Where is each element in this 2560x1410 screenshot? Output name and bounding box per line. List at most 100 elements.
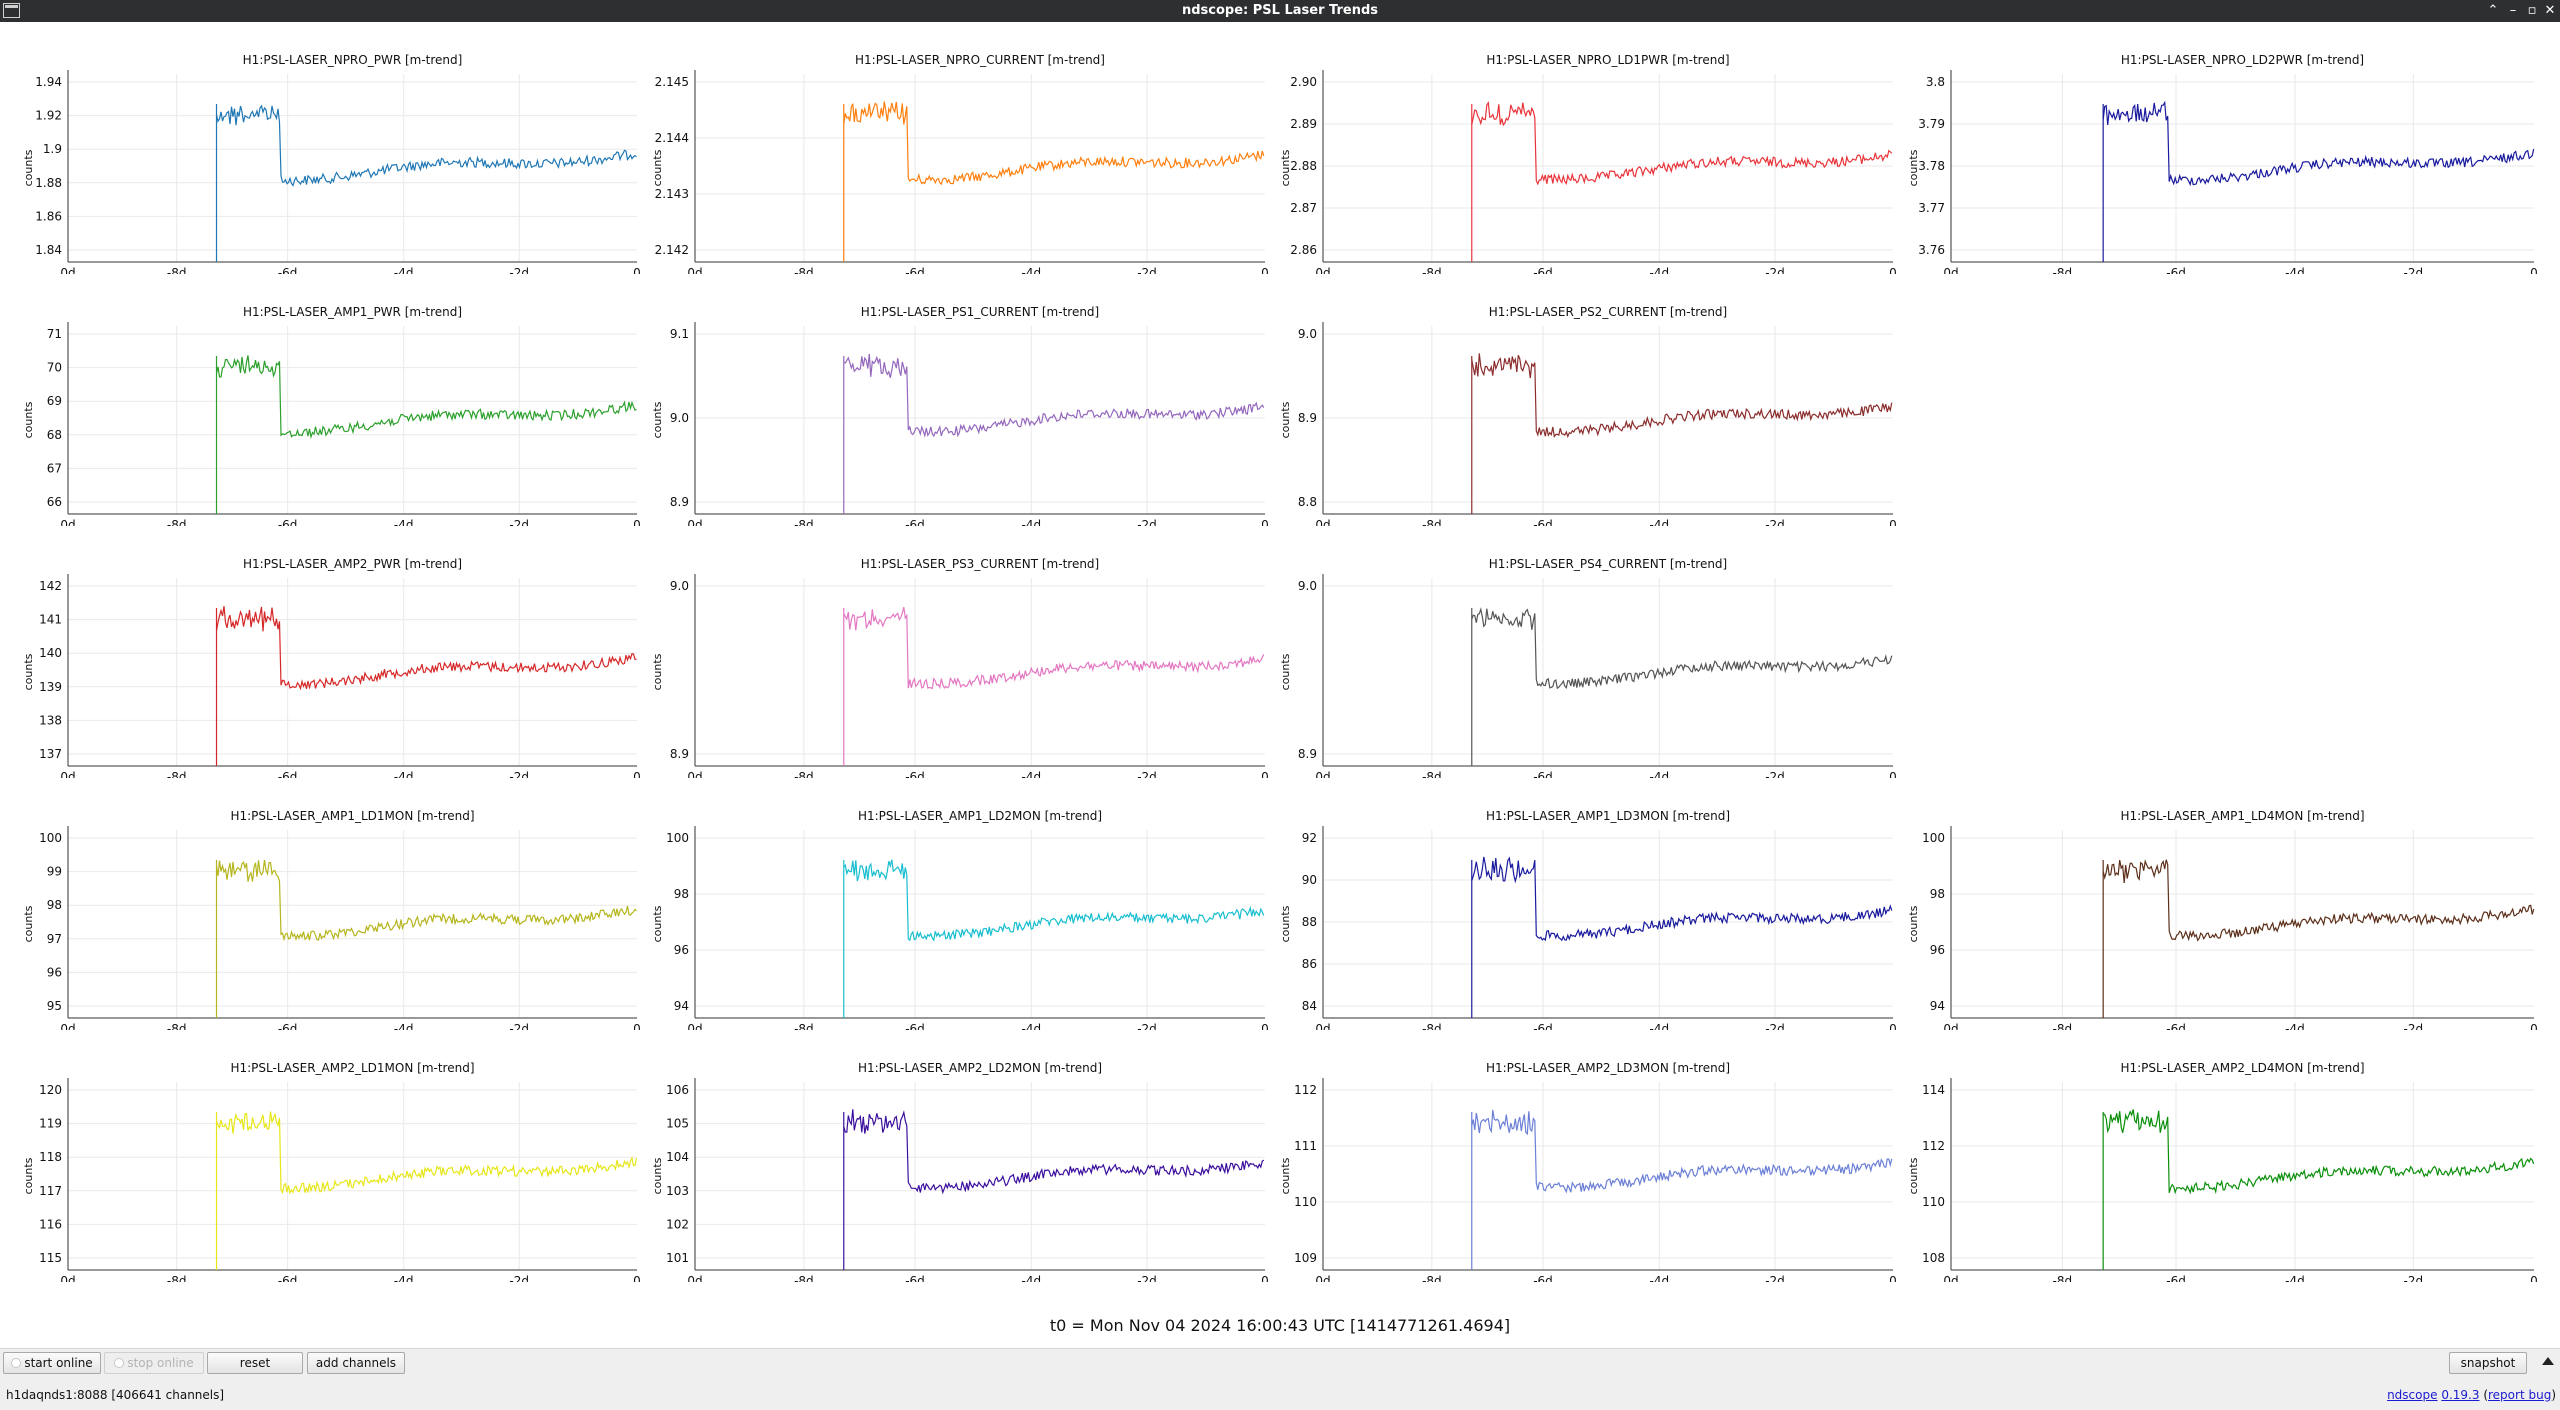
y-tick-label: 138 bbox=[39, 713, 62, 727]
y-tick-label: 98 bbox=[1930, 887, 1945, 901]
trace-line bbox=[215, 104, 637, 187]
plot-h1-psl-laser-amp2-ld2mon[interactable]: H1:PSL-LASER_AMP2_LD2MON [m-trend] counts… bbox=[641, 1030, 1269, 1282]
x-tick-label: -4d bbox=[1650, 770, 1670, 778]
plot-h1-psl-laser-ps4-current[interactable]: H1:PSL-LASER_PS4_CURRENT [m-trend] counts… bbox=[1269, 526, 1897, 778]
y-tick-label: 88 bbox=[1302, 915, 1317, 929]
x-tick-label: -4d bbox=[394, 1022, 414, 1030]
x-tick-label: -6d bbox=[278, 770, 298, 778]
x-tick-label: 0d bbox=[1315, 518, 1330, 526]
trace-line bbox=[215, 859, 637, 942]
app-icon[interactable] bbox=[3, 3, 20, 18]
y-axis-label: counts bbox=[22, 401, 35, 438]
y-tick-label: 2.143 bbox=[655, 187, 689, 201]
x-tick-label: -2d bbox=[2404, 1022, 2424, 1030]
y-tick-label: 67 bbox=[47, 461, 62, 475]
x-tick-label: -2d bbox=[1765, 266, 1785, 274]
x-tick-label: -8d bbox=[2053, 1274, 2073, 1282]
plot-title: H1:PSL-LASER_AMP2_LD1MON [m-trend] bbox=[230, 1061, 474, 1075]
plot-title: H1:PSL-LASER_NPRO_CURRENT [m-trend] bbox=[855, 53, 1105, 67]
plot-h1-psl-laser-amp1-ld2mon[interactable]: H1:PSL-LASER_AMP1_LD2MON [m-trend] counts… bbox=[641, 778, 1269, 1030]
plot-title: H1:PSL-LASER_PS2_CURRENT [m-trend] bbox=[1489, 305, 1727, 319]
y-tick-label: 100 bbox=[1922, 831, 1945, 845]
x-tick-label: -2d bbox=[509, 770, 529, 778]
y-tick-label: 66 bbox=[47, 495, 62, 509]
add-channels-button[interactable]: add channels bbox=[307, 1352, 405, 1374]
plot-title: H1:PSL-LASER_AMP1_LD1MON [m-trend] bbox=[230, 809, 474, 823]
report-bug-link[interactable]: report bug bbox=[2488, 1388, 2552, 1402]
plot-h1-psl-laser-amp2-ld1mon[interactable]: H1:PSL-LASER_AMP2_LD1MON [m-trend] counts… bbox=[0, 1030, 641, 1282]
x-tick-label: 0 bbox=[633, 1274, 641, 1282]
plot-h1-psl-laser-npro-current[interactable]: H1:PSL-LASER_NPRO_CURRENT [m-trend] count… bbox=[641, 22, 1269, 274]
y-tick-label: 94 bbox=[1930, 999, 1945, 1013]
radio-icon bbox=[114, 1358, 125, 1368]
y-tick-label: 84 bbox=[1302, 999, 1317, 1013]
y-tick-label: 120 bbox=[39, 1083, 62, 1097]
y-tick-label: 96 bbox=[1930, 943, 1945, 957]
y-axis-label: counts bbox=[22, 1157, 35, 1194]
y-tick-label: 1.94 bbox=[35, 75, 62, 89]
x-tick-label: -2d bbox=[1765, 770, 1785, 778]
plot-h1-psl-laser-npro-pwr[interactable]: H1:PSL-LASER_NPRO_PWR [m-trend] counts 1.9… bbox=[0, 22, 641, 274]
x-tick-label: -8d bbox=[167, 1274, 187, 1282]
reset-button[interactable]: reset bbox=[207, 1352, 303, 1374]
x-tick-label: 0d bbox=[60, 1274, 75, 1282]
plot-h1-psl-laser-amp2-ld4mon[interactable]: H1:PSL-LASER_AMP2_LD4MON [m-trend] counts… bbox=[1897, 1030, 2538, 1282]
plot-h1-psl-laser-ps1-current[interactable]: H1:PSL-LASER_PS1_CURRENT [m-trend] counts… bbox=[641, 274, 1269, 526]
plot-h1-psl-laser-amp1-ld4mon[interactable]: H1:PSL-LASER_AMP1_LD4MON [m-trend] counts… bbox=[1897, 778, 2538, 1030]
x-tick-label: -8d bbox=[794, 1022, 814, 1030]
y-axis-label: counts bbox=[22, 149, 35, 186]
y-tick-label: 118 bbox=[39, 1150, 62, 1164]
y-tick-label: 2.88 bbox=[1290, 159, 1317, 173]
y-axis-label: counts bbox=[651, 1157, 664, 1194]
plot-h1-psl-laser-amp2-ld3mon[interactable]: H1:PSL-LASER_AMP2_LD3MON [m-trend] counts… bbox=[1269, 1030, 1897, 1282]
collapse-icon[interactable] bbox=[2542, 1357, 2554, 1365]
y-tick-label: 119 bbox=[39, 1117, 62, 1131]
trace-line bbox=[843, 859, 1265, 942]
close-icon[interactable]: ✕ bbox=[2544, 3, 2556, 18]
y-tick-label: 98 bbox=[47, 898, 62, 912]
plot-h1-psl-laser-amp1-ld1mon[interactable]: H1:PSL-LASER_AMP1_LD1MON [m-trend] counts… bbox=[0, 778, 641, 1030]
plot-h1-psl-laser-npro-ld1pwr[interactable]: H1:PSL-LASER_NPRO_LD1PWR [m-trend] counts… bbox=[1269, 22, 1897, 274]
minimize-icon[interactable]: – bbox=[2509, 3, 2517, 18]
x-tick-label: 0d bbox=[687, 266, 702, 274]
plot-h1-psl-laser-amp2-pwr[interactable]: H1:PSL-LASER_AMP2_PWR [m-trend] counts 142… bbox=[0, 526, 641, 778]
y-tick-label: 110 bbox=[1294, 1195, 1317, 1209]
x-tick-label: -6d bbox=[1533, 770, 1553, 778]
x-tick-label: -4d bbox=[1650, 1274, 1670, 1282]
x-tick-label: -8d bbox=[1422, 1022, 1442, 1030]
keep-above-icon[interactable]: ⌃ bbox=[2487, 3, 2499, 18]
plot-title: H1:PSL-LASER_AMP2_LD2MON [m-trend] bbox=[858, 1061, 1102, 1075]
x-tick-label: 0d bbox=[687, 518, 702, 526]
x-tick-label: -6d bbox=[905, 266, 925, 274]
plot-h1-psl-laser-amp1-ld3mon[interactable]: H1:PSL-LASER_AMP1_LD3MON [m-trend] counts… bbox=[1269, 778, 1897, 1030]
y-axis-label: counts bbox=[1907, 905, 1920, 942]
version-link[interactable]: 0.19.3 bbox=[2441, 1388, 2480, 1402]
y-tick-label: 2.90 bbox=[1290, 75, 1317, 89]
y-tick-label: 3.78 bbox=[1918, 159, 1945, 173]
plot-h1-psl-laser-ps2-current[interactable]: H1:PSL-LASER_PS2_CURRENT [m-trend] counts… bbox=[1269, 274, 1897, 526]
plot-title: H1:PSL-LASER_PS1_CURRENT [m-trend] bbox=[861, 305, 1099, 319]
y-tick-label: 112 bbox=[1922, 1139, 1945, 1153]
plot-h1-psl-laser-npro-ld2pwr[interactable]: H1:PSL-LASER_NPRO_LD2PWR [m-trend] counts… bbox=[1897, 22, 2538, 274]
x-tick-label: 0 bbox=[633, 1022, 641, 1030]
x-tick-label: -8d bbox=[1422, 518, 1442, 526]
y-axis-label: counts bbox=[22, 653, 35, 690]
plot-title: H1:PSL-LASER_AMP1_LD3MON [m-trend] bbox=[1486, 809, 1730, 823]
ndscope-link[interactable]: ndscope bbox=[2387, 1388, 2438, 1402]
plot-h1-psl-laser-ps3-current[interactable]: H1:PSL-LASER_PS3_CURRENT [m-trend] counts… bbox=[641, 526, 1269, 778]
plot-title: H1:PSL-LASER_AMP2_LD3MON [m-trend] bbox=[1486, 1061, 1730, 1075]
plot-h1-psl-laser-amp1-pwr[interactable]: H1:PSL-LASER_AMP1_PWR [m-trend] counts 71 7… bbox=[0, 274, 641, 526]
y-tick-label: 95 bbox=[47, 999, 62, 1013]
x-tick-label: -4d bbox=[1022, 1274, 1042, 1282]
snapshot-button[interactable]: snapshot bbox=[2449, 1352, 2527, 1374]
start-online-button[interactable]: start online bbox=[3, 1352, 101, 1374]
x-tick-label: 0 bbox=[2530, 1274, 2538, 1282]
maximize-icon[interactable]: ▫ bbox=[2527, 3, 2537, 18]
x-tick-label: 0d bbox=[1315, 266, 1330, 274]
stop-online-button[interactable]: stop online bbox=[104, 1352, 204, 1374]
x-tick-label: -4d bbox=[1022, 518, 1042, 526]
x-tick-label: -4d bbox=[1022, 266, 1042, 274]
x-tick-label: -4d bbox=[1022, 770, 1042, 778]
y-tick-label: 1.84 bbox=[35, 243, 62, 257]
x-tick-label: -2d bbox=[509, 1022, 529, 1030]
